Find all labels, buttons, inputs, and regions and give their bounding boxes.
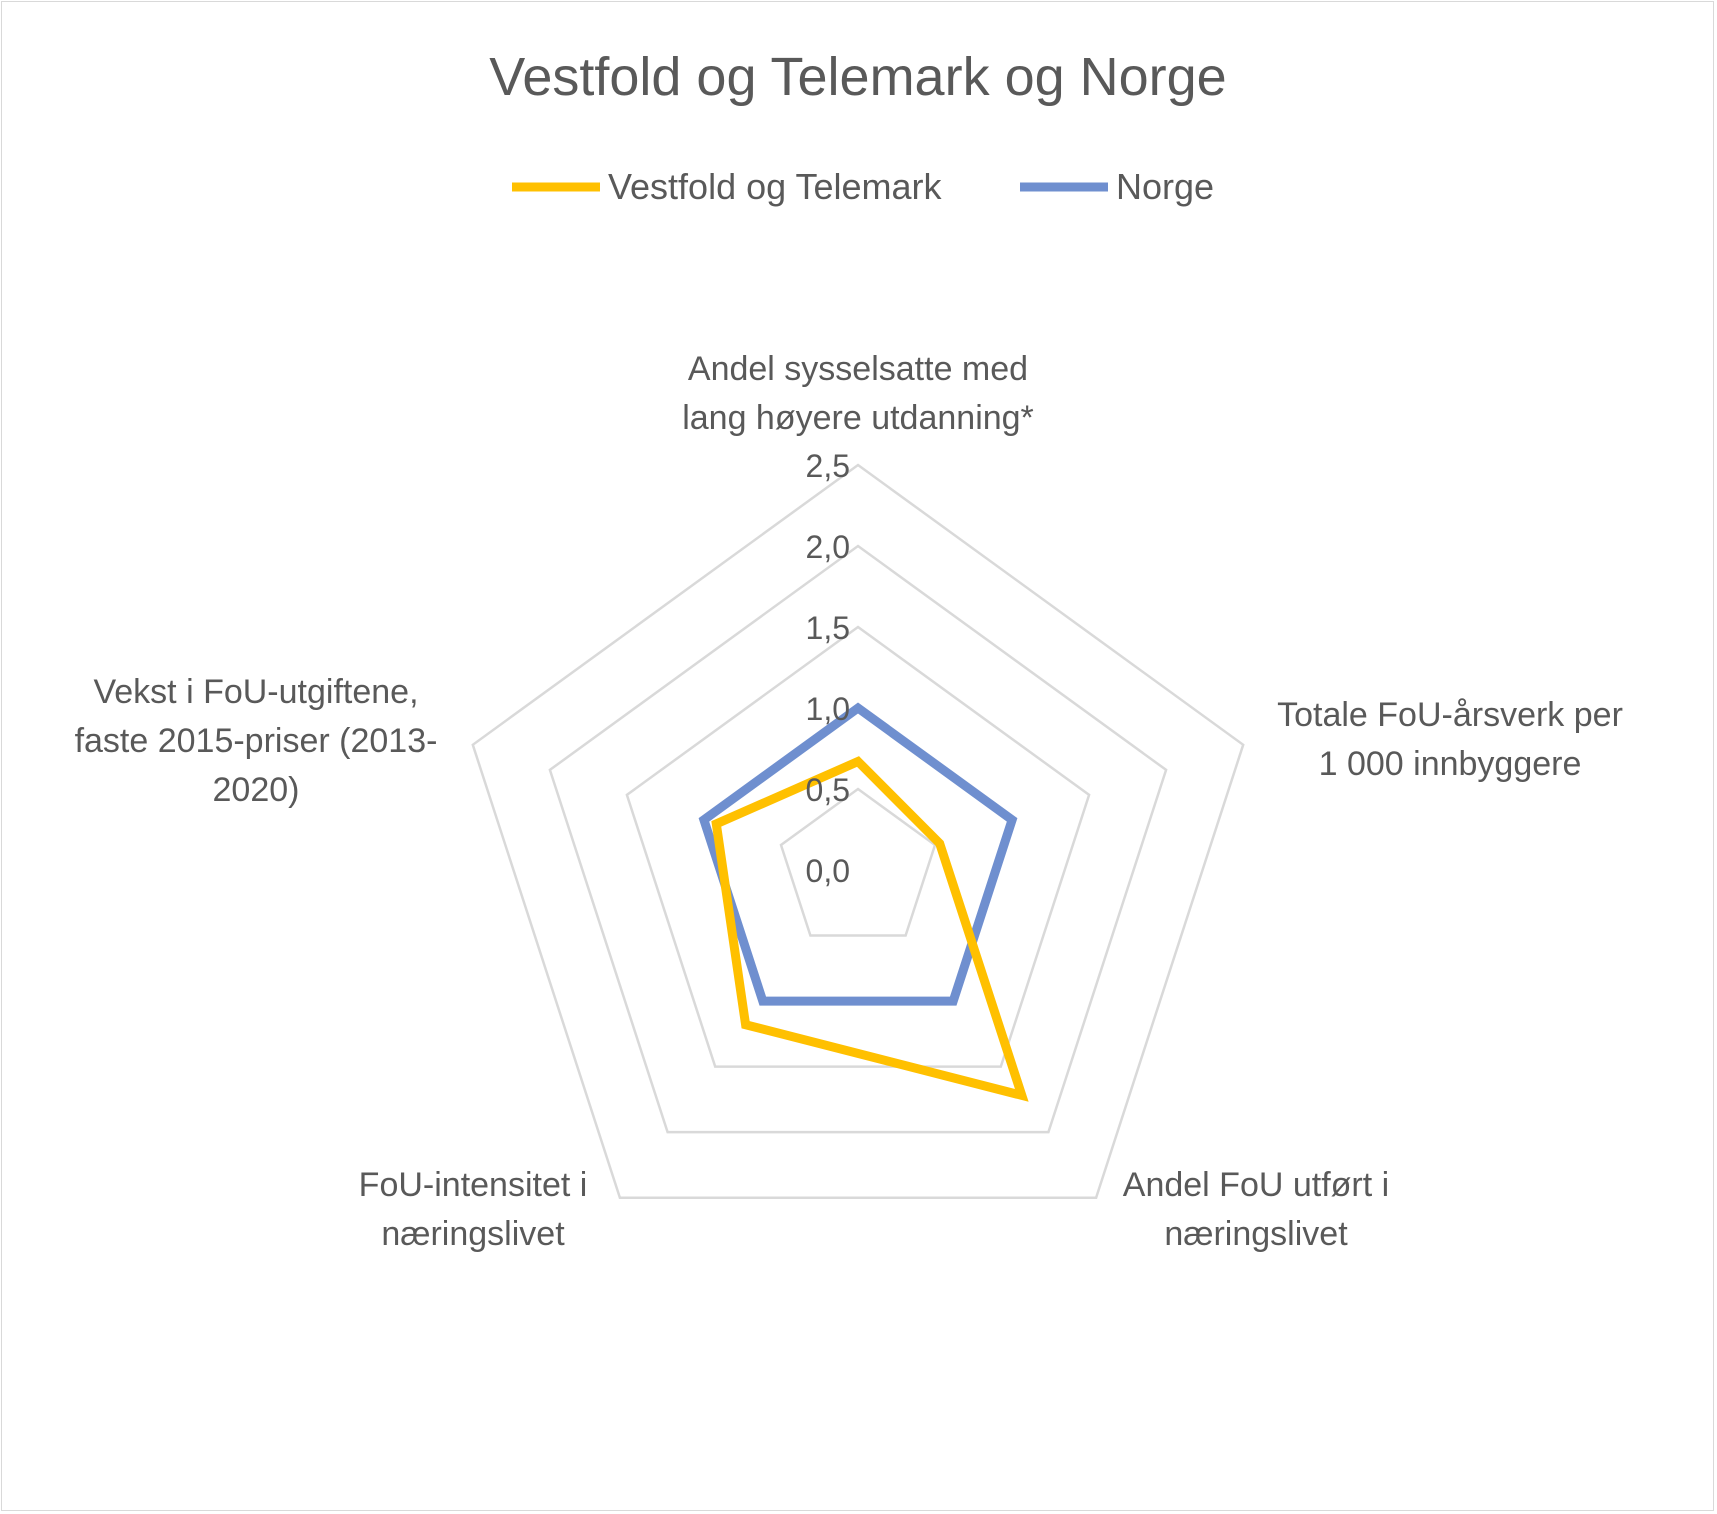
grid-ring-5 <box>471 463 1245 1199</box>
axis-label-2: Andel FoU utført i næringslivet <box>1123 1166 1389 1253</box>
axis-label-1-line-0: Totale FoU-årsverk per <box>1277 696 1623 734</box>
legend: Vestfold og Telemark Norge <box>512 166 1214 207</box>
axis-label-3: FoU-intensitet i næringslivet <box>359 1166 588 1253</box>
axis-label-4: Vekst i FoU-utgiftene, faste 2015-priser … <box>75 673 438 809</box>
axis-label-4-line-0: Vekst i FoU-utgiftene, <box>93 673 418 711</box>
tick-label-3: 1,5 <box>806 610 850 646</box>
axis-label-3-line-0: FoU-intensitet i <box>359 1166 588 1204</box>
radar-series <box>698 702 1029 1102</box>
tick-label-0: 0,0 <box>806 853 850 889</box>
axis-label-0: Andel sysselsatte med lang høyere utdanni… <box>682 350 1034 437</box>
tick-label-4: 2,0 <box>806 529 850 565</box>
axis-label-2-line-0: Andel FoU utført i <box>1123 1166 1389 1204</box>
tick-label-5: 2,5 <box>806 448 850 484</box>
axis-labels: Andel sysselsatte med lang høyere utdanni… <box>75 350 1623 1253</box>
grid-ring-1 <box>779 787 937 937</box>
legend-label-vestfold: Vestfold og Telemark <box>608 166 943 207</box>
axis-label-3-line-1: næringslivet <box>381 1215 565 1253</box>
chart-title: Vestfold og Telemark og Norge <box>489 47 1226 107</box>
axis-label-2-line-1: næringslivet <box>1164 1215 1348 1253</box>
axis-label-1: Totale FoU-årsverk per 1 000 innbyggere <box>1277 696 1623 783</box>
axis-label-4-line-1: faste 2015-priser (2013- <box>75 722 438 760</box>
tick-label-1: 0,5 <box>806 772 850 808</box>
axis-label-4-line-2: 2020) <box>213 771 300 809</box>
axis-label-0-line-0: Andel sysselsatte med <box>688 350 1028 388</box>
series-line-1 <box>698 702 1018 1006</box>
tick-label-2: 1,0 <box>806 691 850 727</box>
series-line-0 <box>711 756 1029 1102</box>
grid-ring-3 <box>625 625 1091 1068</box>
axis-label-1-line-1: 1 000 innbyggere <box>1319 745 1582 783</box>
legend-label-norge: Norge <box>1116 166 1214 207</box>
axis-label-0-line-1: lang høyere utdanning* <box>682 399 1034 437</box>
radar-grid <box>471 463 1245 1199</box>
radial-tick-labels: 0,0 0,5 1,0 1,5 2,0 2,5 <box>806 448 850 889</box>
grid-ring-4 <box>548 544 1168 1134</box>
